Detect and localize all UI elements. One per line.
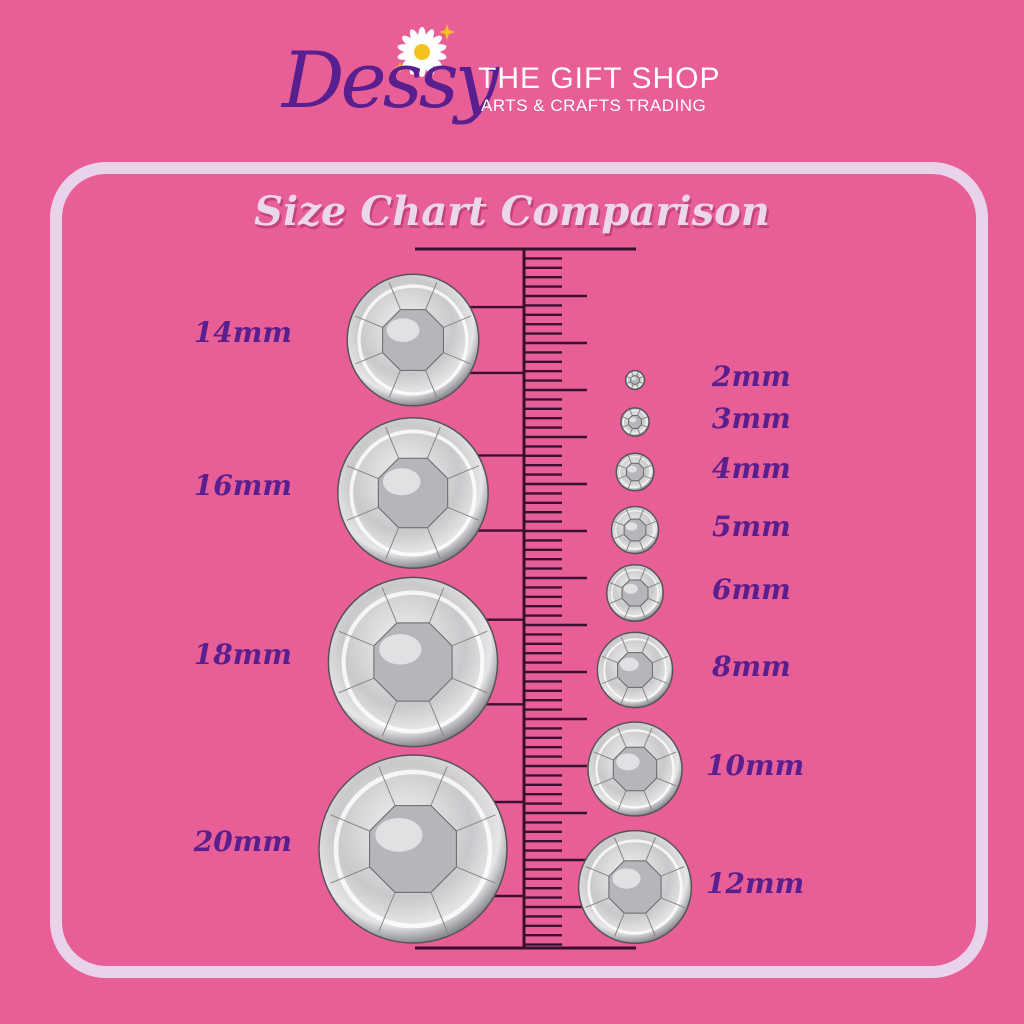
gem-2mm (624, 369, 646, 391)
size-label: 16mm (193, 469, 292, 502)
size-label: 6mm (712, 573, 791, 606)
gem-20mm (318, 754, 508, 944)
gem-14mm (346, 273, 480, 407)
size-label: 10mm (706, 749, 805, 782)
gem-6mm (606, 564, 664, 622)
gem-16mm (337, 417, 489, 569)
gem-4mm (615, 452, 655, 492)
ruler (415, 247, 636, 950)
size-label: 8mm (712, 650, 791, 683)
size-label: 20mm (193, 825, 292, 858)
gem-3mm (620, 407, 650, 437)
size-label: 3mm (712, 402, 791, 435)
size-label: 4mm (712, 452, 791, 485)
size-label: 5mm (712, 510, 791, 543)
gem-10mm (587, 721, 683, 817)
shop-tagline: ARTS & CRAFTS TRADING (481, 96, 707, 115)
size-label: 14mm (193, 316, 292, 349)
size-label: 18mm (193, 638, 292, 671)
shop-name: THE GIFT SHOP (478, 62, 721, 95)
gem-18mm (327, 576, 499, 748)
daisy-icon (394, 24, 455, 77)
chart-panel (50, 162, 988, 978)
gem-8mm (596, 631, 674, 709)
gem-12mm (577, 829, 693, 945)
size-label: 2mm (712, 360, 791, 393)
gem-5mm (610, 505, 660, 555)
size-label: 12mm (706, 867, 805, 900)
page-title: Size Chart Comparison (254, 188, 770, 235)
logo-text: Dessy (282, 36, 499, 126)
